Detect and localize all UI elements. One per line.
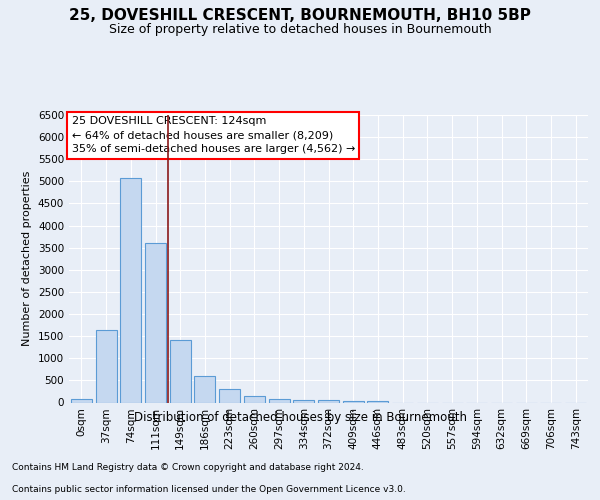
Bar xyxy=(170,340,191,402)
Text: 25, DOVESHILL CRESCENT, BOURNEMOUTH, BH10 5BP: 25, DOVESHILL CRESCENT, BOURNEMOUTH, BH1… xyxy=(69,8,531,22)
Bar xyxy=(244,396,265,402)
Bar xyxy=(194,376,215,402)
Text: Distribution of detached houses by size in Bournemouth: Distribution of detached houses by size … xyxy=(133,411,467,424)
Text: Contains public sector information licensed under the Open Government Licence v3: Contains public sector information licen… xyxy=(12,485,406,494)
Bar xyxy=(367,401,388,402)
Text: 25 DOVESHILL CRESCENT: 124sqm
← 64% of detached houses are smaller (8,209)
35% o: 25 DOVESHILL CRESCENT: 124sqm ← 64% of d… xyxy=(71,116,355,154)
Bar xyxy=(145,244,166,402)
Bar xyxy=(293,400,314,402)
Bar xyxy=(318,400,339,402)
Text: Contains HM Land Registry data © Crown copyright and database right 2024.: Contains HM Land Registry data © Crown c… xyxy=(12,464,364,472)
Bar xyxy=(219,389,240,402)
Bar xyxy=(269,398,290,402)
Bar xyxy=(71,400,92,402)
Bar xyxy=(95,330,116,402)
Bar xyxy=(120,178,141,402)
Bar xyxy=(343,400,364,402)
Text: Size of property relative to detached houses in Bournemouth: Size of property relative to detached ho… xyxy=(109,22,491,36)
Y-axis label: Number of detached properties: Number of detached properties xyxy=(22,171,32,346)
